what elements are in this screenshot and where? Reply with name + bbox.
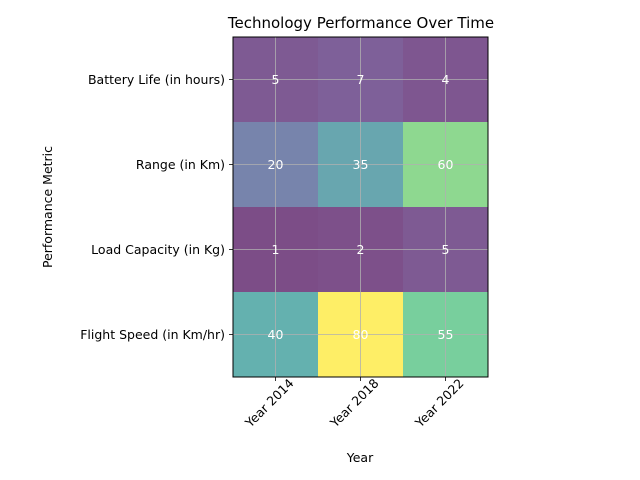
y-tick-label: Battery Life (in hours) (88, 72, 225, 87)
grid-lines (233, 37, 488, 377)
y-tick-label: Range (in Km) (136, 157, 225, 172)
cell-value-label: 35 (353, 157, 369, 172)
cell-value-label: 1 (272, 242, 280, 257)
cell-value-label: 4 (442, 72, 450, 87)
cell-value-label: 5 (272, 72, 280, 87)
cell-value-label: 7 (357, 72, 365, 87)
y-tick-label: Flight Speed (in Km/hr) (80, 327, 225, 342)
y-tick-label: Load Capacity (in Kg) (91, 242, 225, 257)
cell-value-label: 2 (357, 242, 365, 257)
chart-title: Technology Performance Over Time (227, 14, 494, 32)
x-axis-label: Year (346, 450, 374, 465)
y-axis-label: Performance Metric (40, 146, 55, 268)
cell-value-label: 55 (438, 327, 454, 342)
cell-value-label: 20 (268, 157, 284, 172)
x-axis-ticks: Year 2014 Year 2018 Year 2022 (241, 375, 466, 430)
y-axis-ticks: Battery Life (in hours) Range (in Km) Load… (80, 72, 233, 342)
x-tick-label: Year 2018 (326, 375, 381, 430)
x-tick-label: Year 2014 (241, 375, 296, 430)
cell-value-label: 40 (268, 327, 284, 342)
cell-value-labels: 5 7 4 20 35 60 1 2 5 40 80 55 (268, 72, 454, 342)
cell-value-label: 80 (353, 327, 369, 342)
x-tick-label: Year 2022 (411, 376, 466, 431)
cell-value-label: 5 (442, 242, 450, 257)
cell-value-label: 60 (438, 157, 454, 172)
